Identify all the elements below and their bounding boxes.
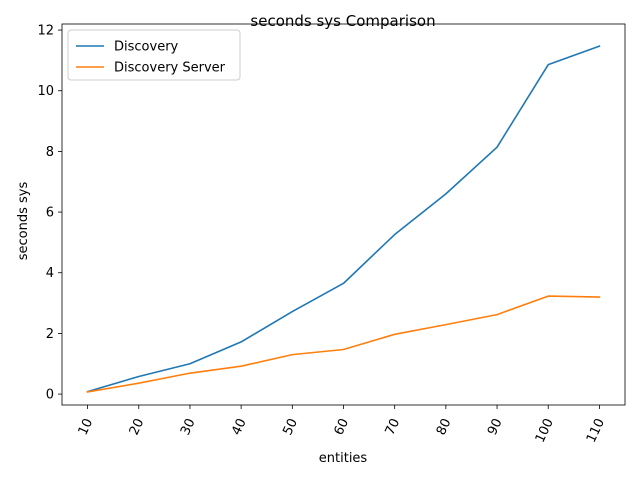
y-tick-label: 12 bbox=[37, 24, 54, 39]
x-tick-label: 70 bbox=[383, 416, 404, 437]
series-line-discovery bbox=[86, 45, 601, 393]
legend-label-discovery-server: Discovery Server bbox=[114, 61, 226, 76]
x-tick-label: 90 bbox=[485, 416, 506, 437]
chart-title: seconds sys Comparison bbox=[250, 12, 435, 30]
legend-box bbox=[67, 29, 241, 81]
y-tick-label: 10 bbox=[37, 84, 54, 99]
x-tick-label: 20 bbox=[127, 416, 148, 437]
y-axis-label: seconds sys bbox=[16, 182, 31, 261]
x-tick-label: 40 bbox=[229, 416, 250, 437]
y-tick-label: 0 bbox=[46, 388, 54, 403]
y-tick-label: 6 bbox=[46, 206, 54, 221]
x-tick-label: 80 bbox=[434, 416, 455, 437]
y-tick-label: 4 bbox=[46, 266, 54, 281]
legend-label-discovery: Discovery bbox=[114, 40, 179, 55]
y-tick-label: 2 bbox=[46, 327, 54, 342]
y-tick-label: 8 bbox=[46, 145, 54, 160]
x-tick-label: 30 bbox=[178, 416, 199, 437]
series-line-discovery-server bbox=[86, 295, 601, 393]
x-tick-label: 10 bbox=[76, 416, 97, 437]
x-axis-label: entities bbox=[319, 451, 368, 466]
legend: Discovery Discovery Server bbox=[67, 29, 241, 81]
x-tick-label: 60 bbox=[332, 416, 353, 437]
x-tick-label: 50 bbox=[280, 416, 301, 437]
